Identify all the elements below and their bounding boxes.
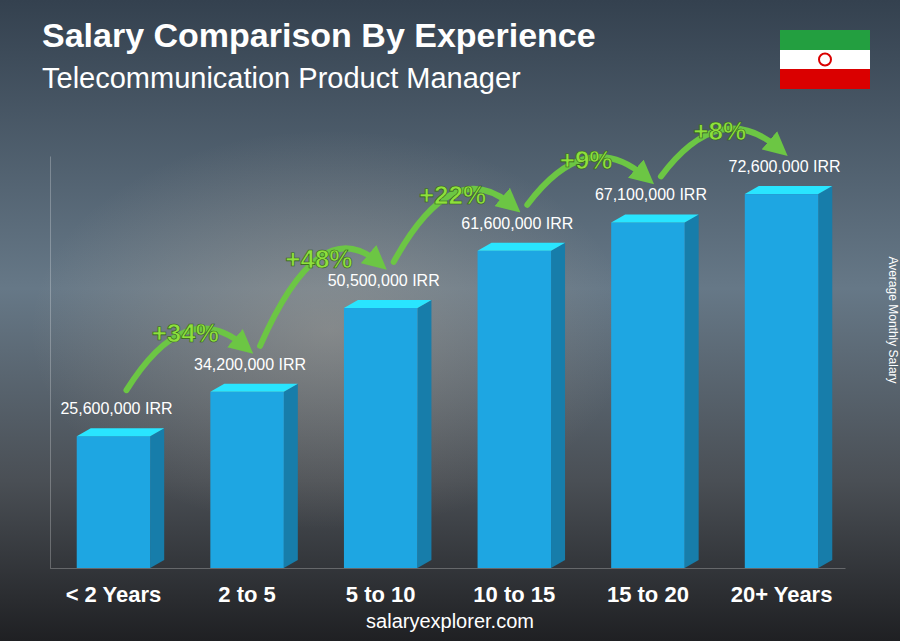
x-axis-line (51, 568, 846, 569)
x-tick-label: 20+ Years (731, 582, 833, 607)
x-tick-label: 15 to 20 (607, 582, 689, 607)
bar-top (611, 214, 698, 222)
bar-top (745, 186, 832, 194)
change-label: +48% (285, 244, 352, 274)
change-label: +22% (419, 180, 486, 210)
bar-side (150, 428, 164, 568)
bar-group (478, 243, 565, 568)
x-tick: 20+ Years (731, 568, 833, 607)
data-labels: 25,600,000 IRR 34,200,000 IRR 50,500,000 I… (60, 158, 840, 417)
x-tick: 10 to 15 (473, 568, 555, 607)
bar-side (685, 214, 699, 568)
x-tick: 5 to 10 (346, 568, 416, 607)
title: Salary Comparison By Experience (42, 16, 596, 54)
flag-stripe (780, 50, 870, 69)
bar-side (818, 186, 832, 568)
bar (478, 251, 551, 568)
bar-top (77, 428, 164, 436)
x-tick: 15 to 20 (607, 568, 689, 607)
x-tick-label: 2 to 5 (218, 582, 275, 607)
bar (210, 392, 283, 568)
bar (745, 194, 818, 568)
source: salaryexplorer.com (366, 610, 534, 632)
bar-group (344, 300, 431, 568)
change-label: +8% (693, 116, 746, 146)
bar (77, 436, 150, 568)
background (0, 0, 900, 641)
bar-side (284, 384, 298, 568)
bar-group (210, 384, 297, 568)
data-label: 67,100,000 IRR (595, 186, 707, 203)
data-label: 34,200,000 IRR (194, 356, 306, 373)
x-tick-label: 10 to 15 (473, 582, 555, 607)
change-label: +34% (152, 318, 219, 348)
bar-group (77, 428, 164, 568)
data-label: 50,500,000 IRR (328, 272, 440, 289)
x-tick: < 2 Years (66, 568, 162, 607)
flag (780, 30, 870, 89)
bar (611, 222, 684, 568)
chart: Salary Comparison By Experience Telecommu… (0, 0, 900, 641)
bar-top (210, 384, 297, 392)
x-axis: < 2 Years 2 to 5 5 to 10 10 to 15 15 to 20 20… (51, 568, 846, 607)
annotations: +34% +48% +22% +9% +8% (126, 116, 778, 390)
data-label: 72,600,000 IRR (728, 158, 840, 175)
bar (344, 308, 417, 568)
change-label: +9% (560, 145, 613, 175)
bar-top (478, 243, 565, 251)
y-axis (50, 157, 51, 569)
data-label: 25,600,000 IRR (60, 400, 172, 417)
bars (77, 186, 833, 568)
flag-stripe (780, 69, 870, 89)
y-axis-title: Average Monthly Salary (886, 256, 900, 383)
y-axis-line (50, 157, 51, 569)
flag-stripe (780, 30, 870, 50)
bar-top (344, 300, 431, 308)
data-label: 61,600,000 IRR (461, 215, 573, 232)
x-tick-label: 5 to 10 (346, 582, 416, 607)
bar-group (745, 186, 832, 568)
bar-group (611, 214, 698, 568)
subtitle: Telecommunication Product Manager (42, 62, 521, 94)
bar-side (417, 300, 431, 568)
flag-emblem (819, 54, 831, 66)
x-tick: 2 to 5 (218, 568, 275, 607)
bar-side (551, 243, 565, 568)
x-tick-label: < 2 Years (66, 582, 162, 607)
